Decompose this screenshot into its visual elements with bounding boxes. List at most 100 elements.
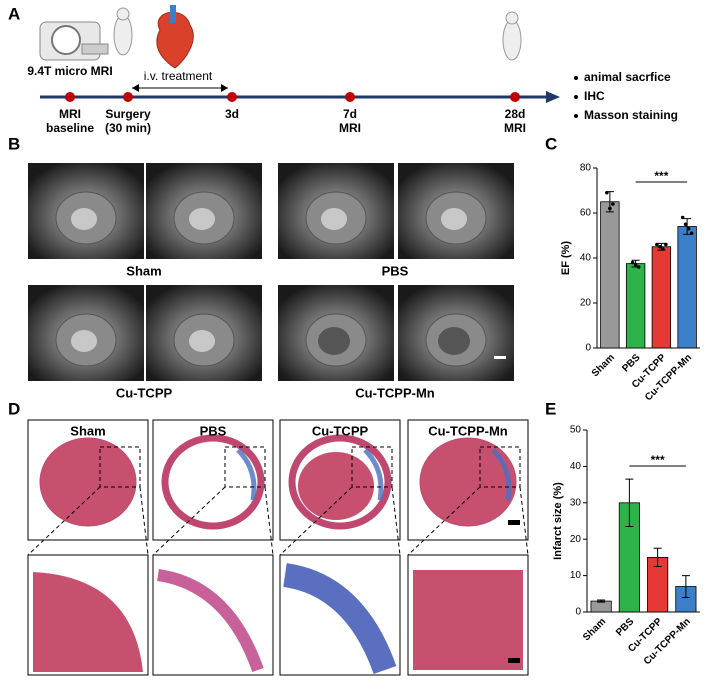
y-tick-label: 50 xyxy=(570,425,582,436)
mri-ventricle xyxy=(438,327,470,355)
tissue-section xyxy=(161,434,265,530)
data-point xyxy=(605,190,609,195)
data-point xyxy=(658,244,662,249)
timeline-label: MRI xyxy=(59,107,81,121)
group-label: Sham xyxy=(70,423,105,438)
error-bar xyxy=(597,599,606,603)
timeline-label: baseline xyxy=(46,121,94,135)
data-point xyxy=(630,260,635,265)
zoom-line xyxy=(519,486,529,556)
group-label: Cu-TCPP-Mn xyxy=(355,385,434,400)
data-point xyxy=(608,206,612,211)
mri-ventricle xyxy=(321,208,347,230)
bullet xyxy=(574,114,578,118)
outcome-label: animal sacrfice xyxy=(584,70,671,84)
zoom-line xyxy=(152,486,226,556)
scale-bar xyxy=(508,658,520,663)
error-bar xyxy=(657,242,666,251)
x-tick-label: Sham xyxy=(581,616,608,643)
data-point xyxy=(655,242,659,247)
timeline-label: 3d xyxy=(225,107,239,121)
error-bar xyxy=(631,259,640,268)
mouse-icon xyxy=(113,7,522,61)
y-tick-label: 20 xyxy=(570,534,582,545)
mri-ventricle xyxy=(189,208,215,230)
timeline-label: (30 min) xyxy=(105,121,151,135)
bar xyxy=(590,600,612,613)
zoom-box xyxy=(479,446,521,488)
zoom-tissue xyxy=(413,570,523,670)
error-bar xyxy=(681,575,690,598)
data-point xyxy=(611,202,615,206)
group-label: Cu-TCPP-Mn xyxy=(428,423,507,438)
timeline-label: 28d xyxy=(505,107,526,121)
y-tick-label: 0 xyxy=(585,343,591,354)
timeline-label: 7d xyxy=(343,107,357,121)
scale-bar xyxy=(494,356,506,359)
mri-machine-icon xyxy=(39,21,109,61)
fibrosis xyxy=(363,448,384,501)
timeline-label: MRI xyxy=(504,121,526,135)
bullet xyxy=(574,76,578,80)
mri-ventricle xyxy=(71,208,97,230)
group-label: Sham xyxy=(126,263,161,278)
zoom-line xyxy=(407,486,481,556)
y-tick-label: 0 xyxy=(575,607,581,618)
x-tick-label: PBS xyxy=(614,616,637,639)
y-tick-label: 60 xyxy=(580,208,592,219)
heart-icon xyxy=(156,5,194,69)
zoom-box xyxy=(351,446,393,488)
mri-ventricle xyxy=(441,208,467,230)
zoom-tissue xyxy=(33,572,143,672)
bar xyxy=(651,246,672,349)
bullet xyxy=(574,95,578,99)
timeline-point xyxy=(345,92,355,102)
y-axis-label: Infarct size (%) xyxy=(552,482,564,560)
panel-label: C xyxy=(545,134,557,153)
treatment-label: i.v. treatment xyxy=(144,69,213,83)
x-tick-label: Sham xyxy=(590,352,617,379)
data-point xyxy=(689,231,694,236)
significance-label: *** xyxy=(654,169,668,183)
data-point xyxy=(664,242,668,247)
group-label: PBS xyxy=(200,423,227,438)
group-label: Cu-TCPP xyxy=(116,385,173,400)
timeline-point xyxy=(65,92,75,102)
error-bar xyxy=(625,478,634,527)
y-tick-label: 40 xyxy=(570,461,582,472)
x-tick-label: Cu-TCPP-Mn xyxy=(643,352,694,403)
timeline-label: Surgery xyxy=(105,107,151,121)
instrument-label: 9.4T micro MRI xyxy=(27,64,112,78)
mri-ventricle xyxy=(71,330,97,352)
panel-label: E xyxy=(545,399,556,418)
bar xyxy=(600,201,620,349)
zoom-line xyxy=(264,486,274,556)
error-bar xyxy=(683,218,692,235)
panel-label: B xyxy=(8,134,20,153)
tissue-section xyxy=(419,437,517,527)
zoom-box xyxy=(99,446,141,488)
scale-bar xyxy=(508,520,520,525)
data-point xyxy=(636,265,641,269)
x-tick-label: PBS xyxy=(620,352,643,375)
zoom-line xyxy=(139,486,149,556)
timeline-point xyxy=(510,92,520,102)
error-bar xyxy=(605,191,614,213)
zoom-tissue xyxy=(282,563,397,675)
tissue-section xyxy=(298,452,374,520)
fibrosis xyxy=(236,448,257,501)
panel-label: A xyxy=(8,4,20,23)
y-tick-label: 80 xyxy=(580,163,592,174)
data-point xyxy=(686,226,691,231)
y-tick-label: 20 xyxy=(580,298,592,309)
outcome-label: IHC xyxy=(584,89,605,103)
zoom-box xyxy=(224,446,266,488)
y-tick-label: 10 xyxy=(570,570,582,581)
timeline-label: MRI xyxy=(339,121,361,135)
tissue-section xyxy=(288,434,392,530)
bar xyxy=(677,226,697,349)
data-point xyxy=(683,222,688,227)
timeline-point xyxy=(123,92,133,102)
significance-label: *** xyxy=(651,453,665,467)
